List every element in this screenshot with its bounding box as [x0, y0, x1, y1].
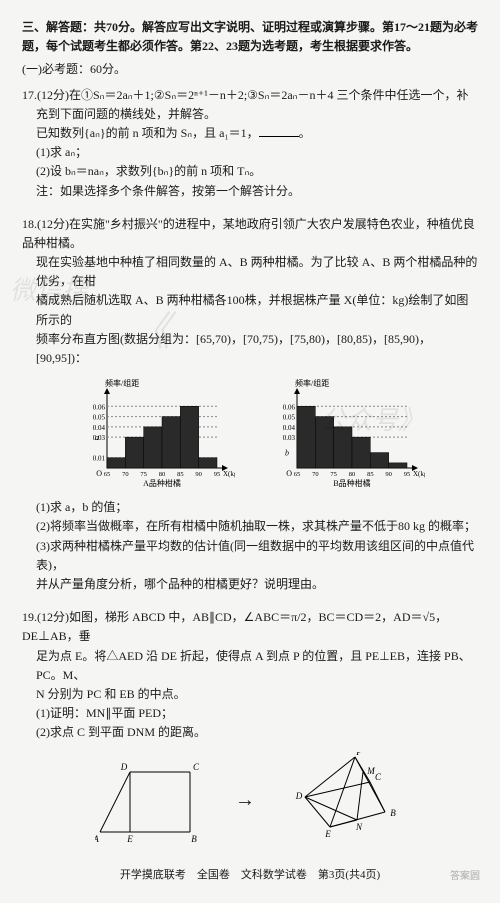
blank-line — [259, 124, 299, 137]
svg-text:70: 70 — [312, 471, 319, 478]
svg-text:P: P — [355, 752, 362, 757]
svg-text:95: 95 — [214, 471, 221, 478]
page-footer: 开学摸底联考 全国卷 文科数学试卷 第3页(共4页) — [22, 867, 478, 885]
p18-q1: (1)求 a，b 的值； — [22, 498, 478, 517]
svg-text:95: 95 — [404, 471, 411, 478]
svg-text:b: b — [285, 449, 289, 458]
svg-text:0.03: 0.03 — [283, 434, 296, 442]
svg-text:0.06: 0.06 — [283, 403, 296, 411]
p17-q1: (1)求 aₙ； — [22, 143, 478, 162]
footer-brand: 答案圆 — [450, 869, 480, 885]
chart-b: 频率/组距 0.03 0.04 0.05 0.06 b 65 70 75 80 85 90 95 O X(k… — [265, 378, 425, 488]
svg-text:E: E — [126, 834, 133, 844]
svg-text:0.04: 0.04 — [283, 424, 296, 432]
svg-text:B: B — [191, 834, 197, 844]
svg-text:O: O — [96, 469, 102, 478]
problem-19: 19.(12分)如图，梯形 ABCD 中，AB∥CD，∠ABC＝π/2，BC＝C… — [22, 608, 478, 847]
p18-l3: 频率分布直方图(数据分组为：[65,70)，[70,75)，[75,80)，[8… — [22, 330, 478, 368]
svg-text:85: 85 — [367, 471, 374, 478]
svg-text:B品种柑橘: B品种柑橘 — [333, 478, 370, 488]
svg-text:O: O — [286, 469, 292, 478]
section-title: 三、解答题：共70分。解答应写出文字说明、证明过程或演算步骤。第17～21题为必… — [22, 18, 478, 56]
p18-head: 18.(12分)在实施"乡村振兴"的进程中，某地政府引领广大农户发展特色农业，种… — [22, 215, 478, 253]
svg-text:A: A — [95, 834, 99, 844]
svg-text:C: C — [193, 762, 200, 772]
p17-q2: (2)设 bₙ＝naₙ，求数列{bₙ}的前 n 项和 Tₙ。 — [22, 162, 478, 181]
svg-text:80: 80 — [349, 471, 356, 478]
chart-a: 频率/组距0.010.030.040.050.06a65707580859095… — [75, 378, 235, 488]
p19-l2: N 分别为 PC 和 EB 的中点。 — [22, 685, 478, 704]
svg-text:90: 90 — [385, 471, 392, 478]
svg-text:0.01: 0.01 — [93, 455, 106, 463]
svg-text:a: a — [95, 433, 99, 442]
problem-17: 17.(12分)在①Sₙ＝2aₙ＋1;②Sₙ＝2ⁿ⁺¹－n＋2;③Sₙ＝2aₙ－… — [22, 86, 478, 201]
p17-l2: 已知数列{aₙ}的前 n 项和为 Sₙ，且 a₁＝1，。 — [22, 124, 478, 143]
problem-18: 18.(12分)在实施"乡村振兴"的进程中，某地政府引领广大农户发展特色农业，种… — [22, 215, 478, 594]
svg-text:0.06: 0.06 — [93, 403, 106, 411]
svg-text:D: D — [295, 791, 303, 801]
svg-text:D: D — [120, 762, 128, 772]
p19-head: 19.(12分)如图，梯形 ABCD 中，AB∥CD，∠ABC＝π/2，BC＝C… — [22, 608, 478, 646]
svg-text:频率/组距: 频率/组距 — [295, 378, 329, 388]
svg-text:85: 85 — [177, 471, 184, 478]
svg-text:70: 70 — [122, 471, 129, 478]
svg-text:A品种柑橘: A品种柑橘 — [143, 478, 181, 488]
geom-right: P D E N B CM — [285, 752, 405, 847]
p18-q3b: 并从产量角度分析，哪个品种的柑橘更好？说明理由。 — [22, 575, 478, 594]
svg-text:X(kg): X(kg) — [223, 470, 235, 478]
svg-text:90: 90 — [195, 471, 202, 478]
section-subtitle: (一)必考题：60分。 — [22, 60, 478, 79]
p17-l1: 充到下面问题的横线处，并解答。 — [22, 105, 478, 124]
svg-text:N: N — [355, 822, 363, 832]
svg-text:频率/组距: 频率/组距 — [105, 378, 139, 388]
svg-text:M: M — [366, 766, 375, 776]
svg-text:80: 80 — [159, 471, 166, 478]
svg-text:0.05: 0.05 — [93, 414, 106, 422]
svg-text:75: 75 — [140, 471, 147, 478]
svg-text:75: 75 — [330, 471, 337, 478]
svg-text:0.04: 0.04 — [93, 424, 106, 432]
arrow-icon: → — [235, 784, 255, 816]
p19-l1: 足为点 E。将△AED 沿 DE 折起，使得点 A 到点 P 的位置，且 PE⊥… — [22, 647, 478, 685]
svg-text:65: 65 — [104, 471, 111, 478]
svg-text:0.05: 0.05 — [283, 414, 296, 422]
svg-text:65: 65 — [294, 471, 301, 478]
p19-q1: (1)证明：MN∥平面 PED； — [22, 704, 478, 723]
svg-text:C: C — [375, 772, 382, 782]
p17-head: 17.(12分)在①Sₙ＝2aₙ＋1;②Sₙ＝2ⁿ⁺¹－n＋2;③Sₙ＝2aₙ－… — [22, 86, 478, 105]
p18-l2: 橘成熟后随机选取 A、B 两种柑橘各100株，并根据株产量 X(单位：kg)绘制… — [22, 291, 478, 329]
p19-q2: (2)求点 C 到平面 DNM 的距离。 — [22, 723, 478, 742]
p18-q2: (2)将频率当做概率，在所有柑橘中随机抽取一株，求其株产量不低于80 kg 的概… — [22, 517, 478, 536]
svg-text:B: B — [390, 808, 396, 818]
geom-left: A E B D C — [95, 752, 205, 847]
p17-note: 注：如果选择多个条件解答，按第一个解答计分。 — [22, 182, 478, 201]
svg-text:E: E — [324, 829, 331, 839]
svg-text:X(kg): X(kg) — [413, 470, 425, 478]
p18-l1: 现在实验基地中种植了相同数量的 A、B 两种柑橘。为了比较 A、B 两个柑橘品种… — [22, 253, 478, 291]
p18-q3: (3)求两种柑橘株产量平均数的估计值(同一组数据中的平均数用该组区间的中点值代表… — [22, 537, 478, 575]
